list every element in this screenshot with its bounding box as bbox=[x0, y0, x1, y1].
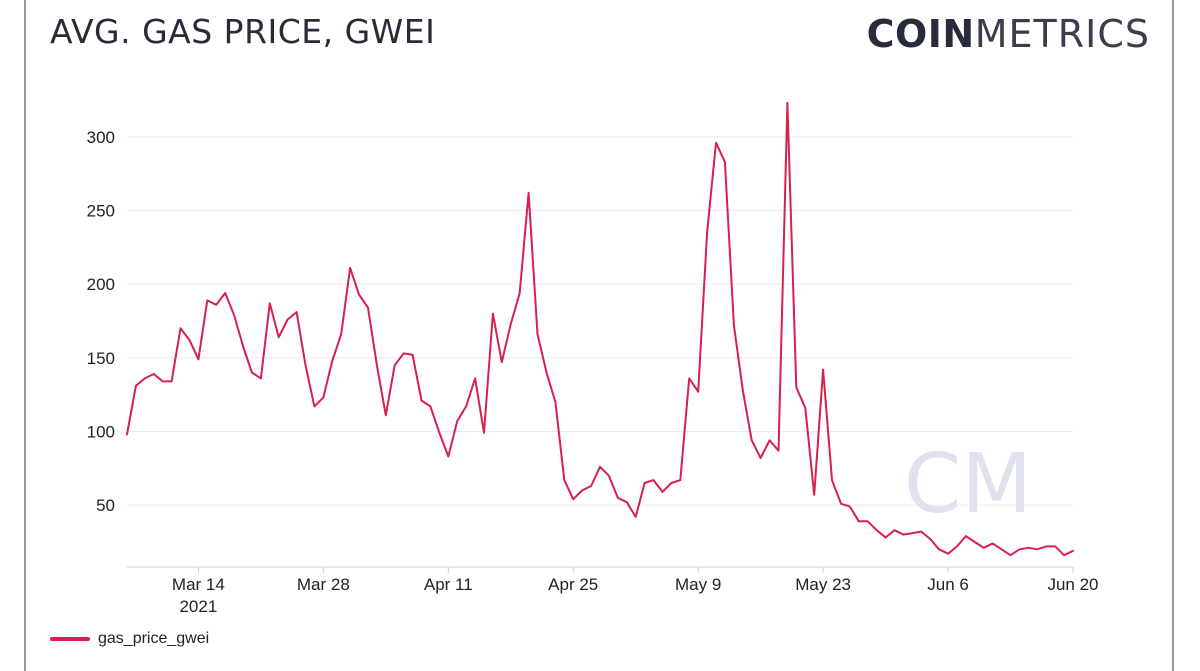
y-tick-label: 150 bbox=[87, 349, 115, 368]
x-tick-sublabel: 2021 bbox=[179, 597, 217, 616]
x-axis-ticks: Mar 14 2021 Mar 28 Apr 11 Apr 25 May 9 May 23 J… bbox=[127, 566, 1099, 616]
y-axis-ticks: 50 100 150 200 250 300 bbox=[87, 128, 115, 515]
legend-swatch bbox=[50, 637, 90, 641]
x-tick-label: Apr 11 bbox=[424, 575, 473, 594]
y-tick-label: 300 bbox=[87, 128, 115, 147]
brand-logo: COINMETRICS bbox=[867, 12, 1150, 56]
x-tick-label: Jun 20 bbox=[1047, 575, 1098, 594]
x-tick-label: Mar 14 bbox=[172, 575, 225, 594]
brand-logo-bold: COIN bbox=[866, 12, 975, 56]
series-layer bbox=[126, 101, 1074, 557]
x-tick-label: Apr 25 bbox=[548, 575, 598, 594]
chart-title: AVG. GAS PRICE, GWEI bbox=[50, 12, 436, 51]
grid-lines bbox=[127, 136, 1073, 506]
y-tick-label: 200 bbox=[87, 275, 115, 294]
series-line-gas_price_gwei bbox=[126, 101, 1074, 557]
watermark-logo: CM bbox=[904, 437, 1032, 532]
x-tick-label: May 9 bbox=[675, 575, 721, 594]
watermark-text: CM bbox=[904, 437, 1032, 532]
chart-frame bbox=[24, 0, 1174, 671]
y-tick-label: 250 bbox=[87, 201, 115, 220]
legend[interactable]: gas_price_gwei bbox=[50, 630, 209, 648]
brand-logo-light: METRICS bbox=[974, 12, 1150, 56]
x-tick-label: Jun 6 bbox=[927, 575, 969, 594]
y-tick-label: 50 bbox=[96, 496, 115, 515]
y-tick-label: 100 bbox=[87, 422, 115, 441]
x-tick-label: May 23 bbox=[795, 575, 851, 594]
legend-label: gas_price_gwei bbox=[98, 630, 210, 647]
x-tick-label: Mar 28 bbox=[297, 575, 350, 594]
